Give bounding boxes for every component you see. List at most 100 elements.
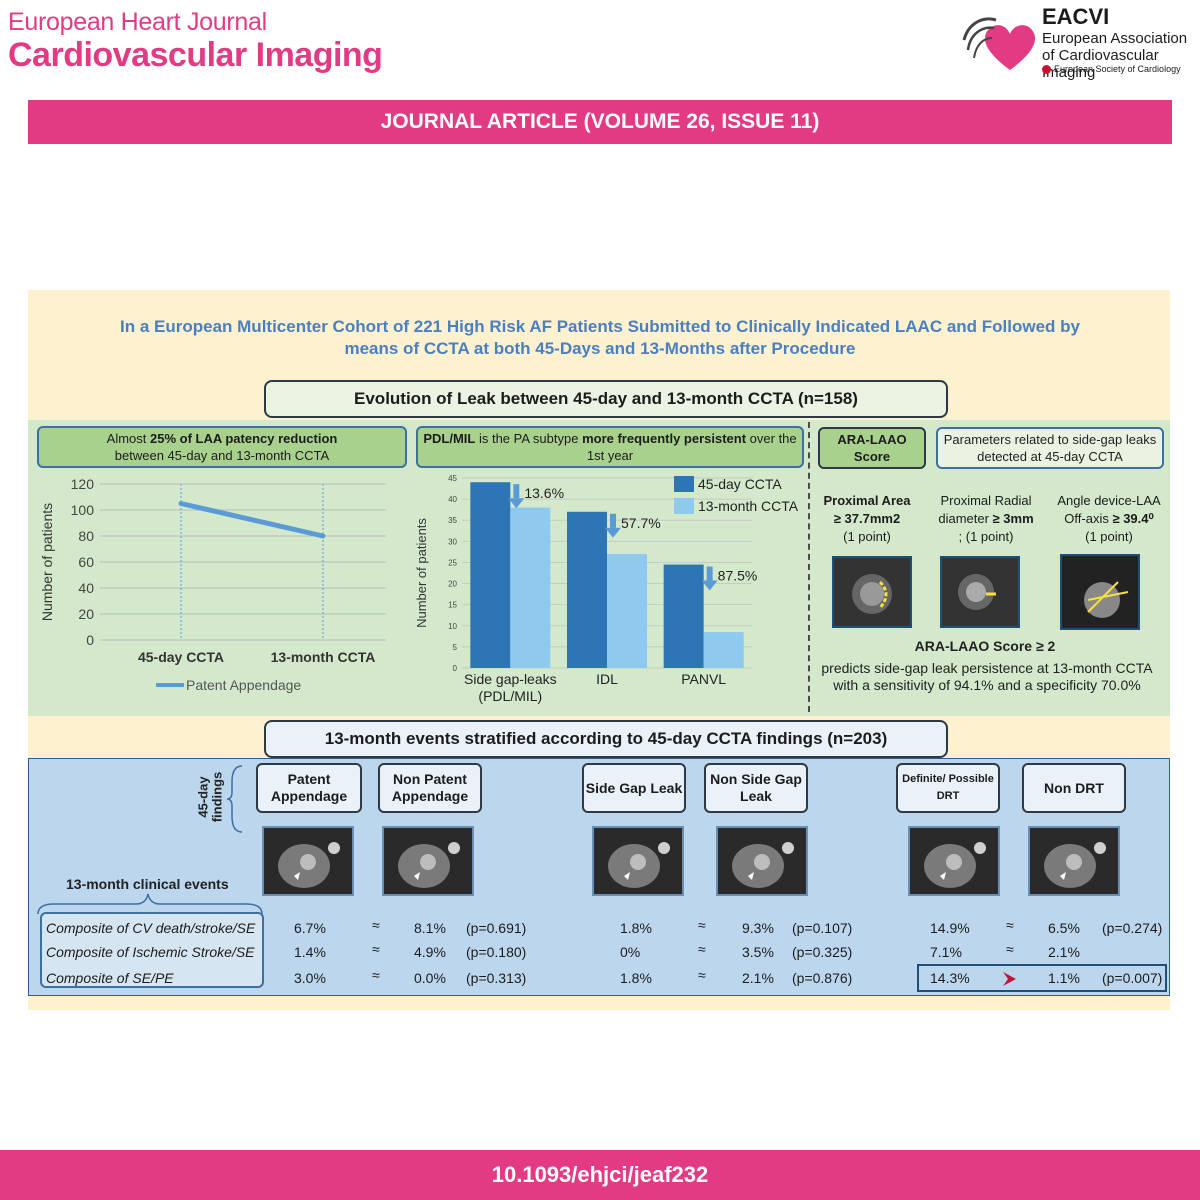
y-tick-label: 25 bbox=[448, 558, 457, 567]
param2-text: diameter bbox=[938, 511, 993, 526]
category-label: (PDL/MIL) bbox=[478, 688, 542, 704]
event-value: 4.9% bbox=[414, 944, 446, 960]
approx-equal-icon: ≈ bbox=[1006, 941, 1014, 957]
esc-logo-icon bbox=[1042, 64, 1051, 74]
event-value: 3.0% bbox=[294, 970, 326, 986]
reduction-annotation: 87.5% bbox=[718, 568, 758, 584]
ara-score-prediction: predicts side-gap leak persistence at 13… bbox=[821, 660, 1153, 693]
ct-scan-icon bbox=[264, 828, 352, 894]
reduction-arrow-icon bbox=[610, 513, 616, 528]
event-value: (p=0.876) bbox=[792, 970, 853, 986]
box2-mid: is the PA subtype bbox=[475, 431, 583, 446]
persistent-line: PDL/MIL is the PA subtype more frequentl… bbox=[418, 430, 802, 464]
findings-label: 45-day findings bbox=[195, 771, 225, 823]
ct-thumbnail bbox=[382, 826, 474, 896]
y-tick-label: 0 bbox=[86, 632, 94, 648]
event-value: 7.1% bbox=[930, 944, 962, 960]
reduction-arrow-icon bbox=[513, 484, 520, 499]
legend-label: Patent Appendage bbox=[186, 677, 301, 693]
y-tick-label: 0 bbox=[453, 664, 458, 673]
ct-scan-icon bbox=[1062, 556, 1138, 628]
ct-thumbnail bbox=[262, 826, 354, 896]
bar bbox=[470, 482, 511, 668]
event-value: 2.1% bbox=[1048, 944, 1080, 960]
clinical-events-list bbox=[40, 912, 264, 988]
eacvi-full-name: European Association of Cardiovascular I… bbox=[1042, 30, 1188, 81]
section-title-leak-evolution: Evolution of Leak between 45-day and 13-… bbox=[264, 380, 948, 418]
ct-scan-icon bbox=[594, 828, 682, 894]
category-non-drt: Non DRT bbox=[1022, 763, 1126, 813]
ct-scan-icon bbox=[834, 558, 910, 626]
x-tick-label: 45-day CCTA bbox=[138, 649, 224, 665]
event-value: (p=0.325) bbox=[792, 944, 853, 960]
legend-label: 13-month CCTA bbox=[698, 498, 799, 514]
param2-line2: diameter ≥ 3mm bbox=[924, 510, 1048, 528]
y-tick-label: 10 bbox=[448, 622, 457, 631]
y-axis-label: Number of patients bbox=[414, 518, 429, 628]
param3-text: Off-axis bbox=[1064, 511, 1113, 526]
approx-equal-icon: ≈ bbox=[372, 917, 380, 933]
category-non-side-gap-leak: Non Side Gap Leak bbox=[704, 763, 808, 813]
event-value: (p=0.274) bbox=[1102, 920, 1163, 936]
category-label: PANVL bbox=[681, 671, 726, 687]
greater-than-arrow-icon bbox=[1003, 972, 1016, 986]
ct-scan-icon bbox=[942, 558, 1018, 626]
event-row-label: Composite of CV death/stroke/SE bbox=[46, 920, 256, 936]
event-value: 8.1% bbox=[414, 920, 446, 936]
y-tick-label: 20 bbox=[448, 580, 457, 589]
approx-equal-icon: ≈ bbox=[698, 917, 706, 933]
approx-equal-icon: ≈ bbox=[1006, 917, 1014, 933]
ara-score-label-text: ARA-LAAO Score bbox=[837, 432, 907, 464]
param-proximal-radial: Proximal Radial diameter ≥ 3mm ; (1 poin… bbox=[924, 492, 1048, 546]
legend-swatch bbox=[674, 498, 694, 514]
y-axis-label: Number of patients bbox=[39, 503, 55, 621]
event-value: 3.5% bbox=[742, 944, 774, 960]
event-value: (p=0.007) bbox=[1102, 970, 1163, 986]
x-tick-label: 13-month CCTA bbox=[271, 649, 376, 665]
param-angle-off-axis: Angle device-LAA Off-axis ≥ 39.4⁰ (1 poi… bbox=[1050, 492, 1168, 546]
event-value: 0% bbox=[620, 944, 641, 960]
param3-threshold: ≥ 39.4⁰ bbox=[1112, 511, 1154, 526]
headline: In a European Multicenter Cohort of 221 … bbox=[120, 317, 1080, 358]
ct-scan-icon bbox=[718, 828, 806, 894]
reduction-annotation: 57.7% bbox=[621, 515, 661, 531]
category-definite-possible-drt: Definite/ Possible DRT bbox=[896, 763, 1000, 813]
category-label: Side gap-leaks bbox=[464, 671, 557, 687]
approx-equal-icon: ≈ bbox=[372, 941, 380, 957]
box1-pre: Almost bbox=[106, 431, 150, 446]
reduction-annotation: 13.6% bbox=[524, 485, 564, 501]
event-row-label: Composite of Ischemic Stroke/SE bbox=[46, 944, 255, 960]
param2-line1: Proximal Radial bbox=[940, 493, 1032, 508]
patency-reduction-line1: Almost 25% of LAA patency reduction bbox=[107, 430, 338, 447]
param3-line2: Off-axis ≥ 39.4⁰ bbox=[1050, 510, 1168, 528]
event-value: 14.3% bbox=[930, 970, 970, 986]
journal-title-line2: Cardiovascular Imaging bbox=[8, 36, 383, 74]
ct-image-proximal-radial bbox=[940, 556, 1020, 628]
box2-bold1: PDL/MIL bbox=[423, 431, 476, 446]
eacvi-heart-logo bbox=[962, 17, 1036, 70]
y-tick-label: 45 bbox=[448, 474, 457, 483]
clinical-events-brace bbox=[37, 893, 263, 915]
event-value: 0.0% bbox=[414, 970, 446, 986]
approx-equal-icon: ≈ bbox=[698, 941, 706, 957]
reduction-arrow-head bbox=[701, 580, 718, 591]
event-value: 14.9% bbox=[930, 920, 970, 936]
bar bbox=[510, 507, 551, 668]
box2-bold2: more frequently persistent bbox=[582, 431, 747, 446]
esc-affiliation: European Society of Cardiology bbox=[1042, 64, 1181, 74]
param-proximal-area: Proximal Area ≥ 37.7mm2 (1 point) bbox=[816, 492, 918, 546]
box2-post: over the 1st year bbox=[586, 431, 797, 463]
category-side-gap-leak: Side Gap Leak bbox=[582, 763, 686, 813]
section-divider bbox=[808, 422, 810, 712]
event-value: 1.8% bbox=[620, 970, 652, 986]
y-tick-label: 5 bbox=[453, 643, 458, 652]
event-value: 6.7% bbox=[294, 920, 326, 936]
ara-parameters-title: Parameters related to side-gap leaks det… bbox=[936, 427, 1164, 469]
ct-thumbnail bbox=[716, 826, 808, 896]
bar bbox=[567, 511, 607, 668]
event-value: (p=0.107) bbox=[792, 920, 853, 936]
ct-image-angle-off-axis bbox=[1060, 554, 1140, 630]
bar bbox=[607, 554, 647, 668]
eacvi-abbreviation: EACVI bbox=[1042, 4, 1110, 29]
y-tick-label: 80 bbox=[78, 528, 94, 544]
